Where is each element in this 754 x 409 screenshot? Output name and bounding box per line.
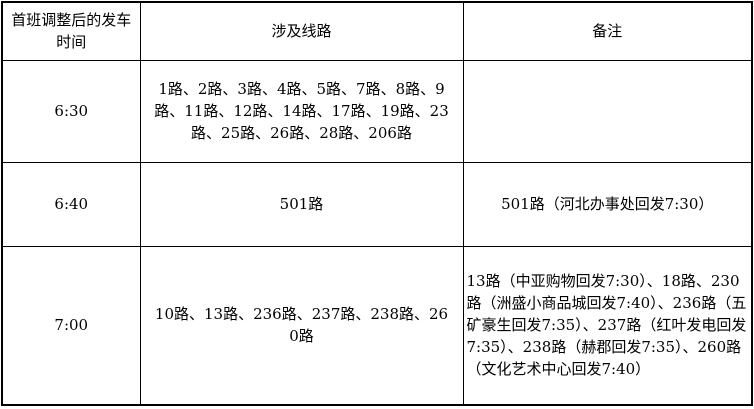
time-cell: 6:40 xyxy=(1,161,141,247)
table-row: 6:40 501路 501路（河北办事处回发7:30） xyxy=(1,161,753,247)
time-cell: 6:30 xyxy=(1,59,141,163)
header-note: 备注 xyxy=(462,1,753,61)
header-routes: 涉及线路 xyxy=(139,1,464,61)
note-cell: 501路（河北办事处回发7:30） xyxy=(462,161,753,247)
routes-cell: 10路、13路、236路、237路、238路、260路 xyxy=(139,245,464,406)
header-row: 首班调整后的发车时间 涉及线路 备注 xyxy=(1,1,753,61)
time-cell: 7:00 xyxy=(1,245,141,406)
routes-cell: 1路、2路、3路、4路、5路、7路、8路、9路、11路、12路、14路、17路、… xyxy=(139,59,464,163)
note-cell: 13路（中亚购物回发7:30）、18路、230路（洲盛小商品城回发7:40）、2… xyxy=(462,245,753,406)
table-row: 7:00 10路、13路、236路、237路、238路、260路 13路（中亚购… xyxy=(1,245,753,406)
routes-cell: 501路 xyxy=(139,161,464,247)
note-cell xyxy=(462,59,753,163)
table-row: 6:30 1路、2路、3路、4路、5路、7路、8路、9路、11路、12路、14路… xyxy=(1,59,753,163)
header-time: 首班调整后的发车时间 xyxy=(1,1,141,61)
